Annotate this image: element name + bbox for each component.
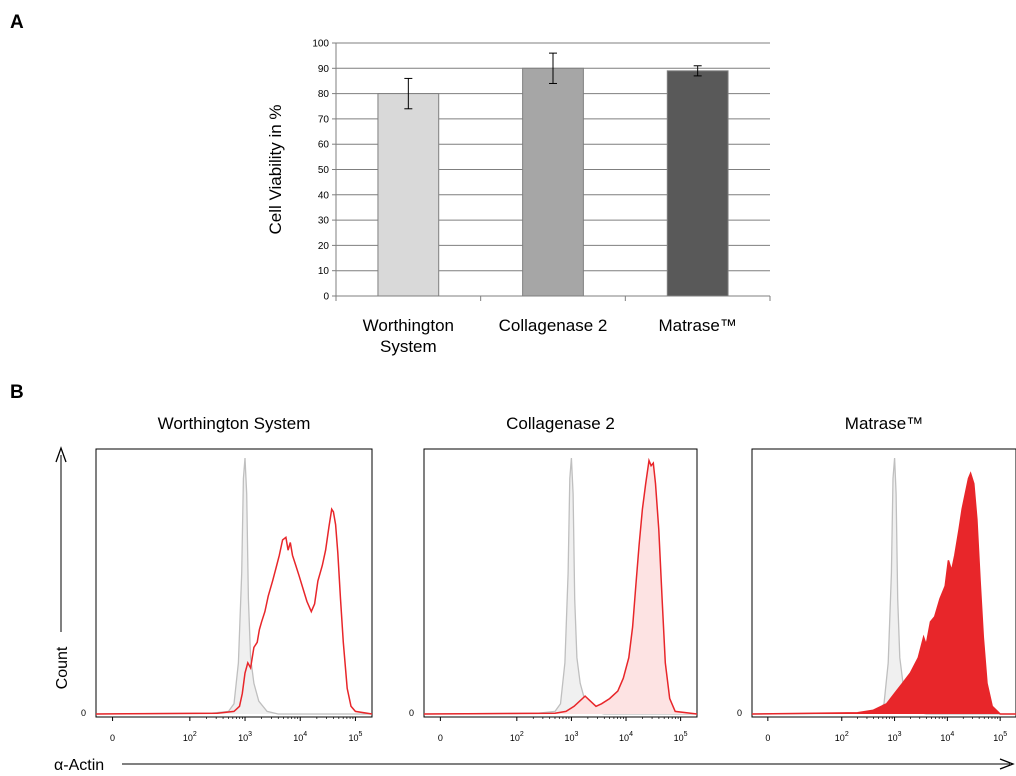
x-tick-label: 104	[940, 731, 954, 743]
count-arrow-head	[55, 446, 67, 463]
panel-a-label: A	[10, 12, 24, 33]
x-tick-label: 102	[183, 731, 197, 743]
y-tick-label: 70	[318, 114, 330, 125]
category-label: Worthington	[363, 316, 454, 335]
x-tick-label: 102	[835, 731, 849, 743]
sample-histogram	[423, 457, 698, 715]
histogram-title: Collagenase 2	[506, 414, 615, 433]
bar	[522, 67, 584, 297]
x-tick-label: 105	[348, 731, 362, 743]
y-tick-label: 40	[318, 190, 330, 201]
bar-chart: 0 10 20 30 40 50 60 70 80 90 100 Worthington System C…	[266, 39, 771, 356]
y-zero-label: 0	[81, 708, 86, 718]
y-tick-label: 30	[318, 216, 330, 227]
x-tick-label: 0	[438, 733, 443, 743]
y-tick-label: 0	[323, 292, 329, 303]
y-axis-label: Count	[54, 646, 71, 689]
sample-histogram	[95, 507, 373, 715]
sample-histogram	[751, 471, 1016, 715]
x-tick-label: 104	[293, 731, 307, 743]
panel-b-label: B	[10, 382, 24, 403]
y-tick-label: 60	[318, 140, 330, 151]
y-tick-label: 20	[318, 241, 330, 252]
actin-arrow-head	[999, 758, 1015, 770]
category-label: System	[380, 337, 437, 356]
y-tick-label: 10	[318, 266, 330, 277]
x-tick-label: 104	[619, 731, 633, 743]
x-tick-label: 103	[564, 731, 578, 743]
bar	[377, 93, 440, 297]
x-tick-label: 105	[674, 731, 688, 743]
sample-fill	[424, 460, 697, 714]
y-tick-label: 90	[318, 64, 330, 75]
category-label: Matrase™	[658, 316, 736, 335]
x-axis-label: α-Actin	[54, 757, 104, 774]
bar	[666, 70, 729, 297]
x-tick-label: 102	[510, 731, 524, 743]
sample-fill	[752, 473, 1016, 714]
histogram-title: Worthington System	[158, 414, 311, 433]
histogram-title: Matrase™	[845, 414, 923, 433]
x-tick-label: 103	[888, 731, 902, 743]
x-tick-label: 103	[238, 731, 252, 743]
control-histogram	[95, 457, 372, 715]
plot-frame	[95, 448, 373, 718]
y-zero-label: 0	[409, 708, 414, 718]
x-tick-label: 0	[765, 733, 770, 743]
y-axis-label: Cell Viability in %	[266, 104, 285, 234]
flow-histograms: Worthington System 0 102 103 104 105 0 Collagen…	[54, 414, 1016, 774]
x-tick-label: 105	[993, 731, 1007, 743]
category-label: Collagenase 2	[499, 316, 608, 335]
y-tick-label: 100	[312, 39, 329, 50]
y-tick-label: 50	[318, 165, 330, 176]
y-zero-label: 0	[737, 708, 742, 718]
y-tick-label: 80	[318, 89, 330, 100]
x-tick-label: 0	[110, 733, 115, 743]
